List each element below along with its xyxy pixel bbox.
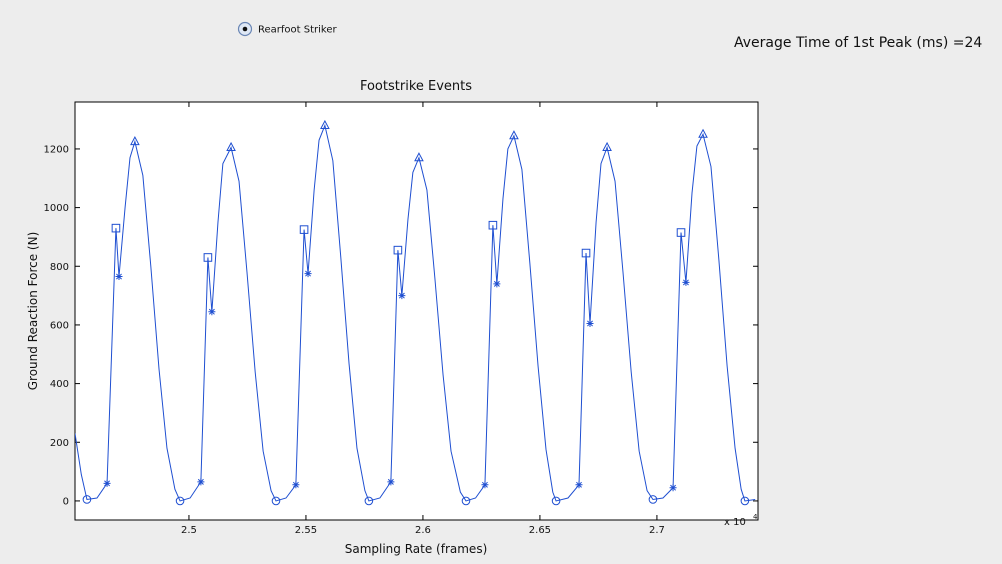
asterisk-marker bbox=[481, 481, 489, 489]
circle-marker bbox=[82, 495, 92, 504]
asterisk-marker bbox=[292, 481, 300, 489]
readout-text: Average Time of 1st Peak (ms) =24 bbox=[734, 35, 982, 51]
y-axis-label: Ground Reaction Force (N) bbox=[26, 232, 40, 391]
asterisk-marker bbox=[586, 319, 594, 327]
y-tick-label: 600 bbox=[50, 320, 69, 331]
circle-marker bbox=[271, 496, 281, 506]
force-line bbox=[75, 123, 756, 502]
asterisk-marker bbox=[208, 308, 216, 316]
x-axis-label: Sampling Rate (frames) bbox=[345, 542, 488, 556]
radio-dot bbox=[242, 26, 248, 32]
triangle-marker bbox=[130, 136, 140, 146]
y-tick-label: 200 bbox=[50, 438, 69, 449]
circle-marker bbox=[175, 496, 185, 506]
x-tick-label: 2.65 bbox=[529, 525, 551, 536]
asterisk-marker bbox=[493, 280, 501, 288]
triangle-marker bbox=[414, 152, 424, 162]
asterisk-marker bbox=[682, 278, 690, 286]
x-multiplier-exponent: 4 bbox=[753, 513, 758, 521]
circle-marker bbox=[364, 496, 374, 506]
square-marker bbox=[203, 253, 213, 262]
x-tick-label: 2.7 bbox=[649, 525, 665, 536]
plot-area bbox=[74, 101, 759, 521]
plot-layer bbox=[75, 119, 756, 506]
chart-title: Footstrike Events bbox=[360, 79, 472, 94]
triangle-marker bbox=[226, 141, 236, 151]
asterisk-marker bbox=[669, 484, 677, 492]
x-multiplier: x 10 bbox=[724, 517, 746, 528]
square-marker bbox=[676, 228, 686, 237]
x-tick-label: 2.5 bbox=[181, 525, 197, 536]
y-tick-label: 1200 bbox=[44, 144, 69, 155]
triangle-marker bbox=[320, 119, 330, 129]
square-marker bbox=[111, 223, 121, 233]
asterisk-marker bbox=[115, 273, 123, 281]
y-tick-label: 800 bbox=[50, 262, 69, 273]
asterisk-marker bbox=[304, 270, 312, 278]
asterisk-marker bbox=[103, 479, 111, 487]
x-tick-label: 2.6 bbox=[415, 525, 431, 536]
triangle-marker bbox=[698, 128, 708, 138]
x-tick-label: 2.55 bbox=[295, 525, 317, 536]
radio-button[interactable]: Rearfoot Striker bbox=[237, 21, 338, 37]
y-tick-label: 400 bbox=[50, 379, 69, 390]
circle-marker bbox=[648, 495, 658, 504]
asterisk-marker bbox=[387, 478, 395, 486]
triangle-marker bbox=[509, 130, 519, 140]
square-marker bbox=[581, 248, 591, 258]
triangle-marker bbox=[602, 141, 612, 151]
square-marker bbox=[299, 225, 309, 234]
circle-marker bbox=[551, 496, 561, 506]
circle-marker bbox=[461, 496, 471, 506]
asterisk-marker bbox=[197, 478, 205, 486]
radio-label[interactable]: Rearfoot Striker bbox=[258, 25, 337, 36]
y-tick-label: 0 bbox=[63, 496, 69, 507]
circle-marker bbox=[740, 496, 750, 506]
square-marker bbox=[393, 245, 403, 255]
asterisk-marker bbox=[575, 481, 583, 489]
square-marker bbox=[488, 220, 498, 230]
y-tick-label: 1000 bbox=[44, 203, 69, 214]
asterisk-marker bbox=[398, 292, 406, 300]
